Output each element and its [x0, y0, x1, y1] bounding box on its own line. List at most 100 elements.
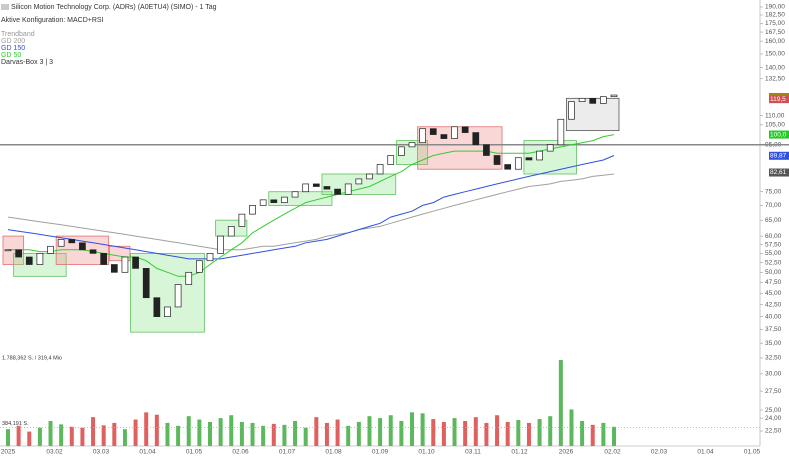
x-tick-label: 02.02 [604, 449, 621, 456]
y-tick-label: 32,50 [765, 355, 782, 362]
volume-bar [356, 421, 361, 446]
volume-bar [282, 424, 287, 446]
candle [164, 306, 171, 318]
volume-bar [378, 418, 383, 446]
y-tick-label: 132,50 [765, 75, 785, 82]
darvas-box [566, 97, 620, 132]
volume-bar [250, 422, 255, 446]
candle [546, 144, 554, 152]
y-tick-label: 40,00 [765, 313, 782, 320]
x-tick-label: 01.08 [325, 449, 342, 456]
candle [132, 256, 139, 269]
volume-bar [505, 421, 510, 446]
volume-bar [516, 420, 521, 446]
volume-bar [37, 427, 42, 446]
candle [291, 191, 299, 198]
y-tick-label: 175,00 [765, 20, 785, 27]
candle [153, 297, 161, 318]
volume-bar [154, 414, 159, 446]
volume-average-label: 384,191 S. [2, 421, 29, 427]
y-tick-label: 45,00 [765, 290, 782, 297]
volume-bar [144, 412, 149, 446]
volume-bar [314, 417, 319, 446]
candle [568, 101, 575, 120]
y-tick-label: 24,00 [765, 415, 782, 422]
y-tick-label: 47,50 [765, 279, 782, 286]
candle [36, 253, 44, 265]
volume-bar [569, 409, 574, 446]
volume-bar [6, 429, 10, 446]
volume-bar [431, 419, 436, 446]
volume-bar [293, 420, 298, 446]
price-badge-label: 100,0 [770, 131, 787, 138]
legend-item: Darvas-Box 3 | 3 [1, 59, 53, 66]
candle [398, 146, 405, 156]
volume-bar [388, 415, 393, 446]
candle [334, 188, 341, 195]
y-tick-label: 60,00 [765, 233, 782, 240]
candle [302, 183, 310, 193]
x-tick-label: 02.06 [232, 449, 249, 456]
y-tick-label: 190,00 [765, 4, 785, 11]
y-tick-label: 55,00 [765, 250, 782, 257]
volume-bar [335, 419, 340, 446]
candle [121, 256, 129, 273]
volume-bar [261, 425, 266, 446]
volume-bar [133, 419, 138, 446]
y-tick-label: 52,50 [765, 259, 782, 266]
price-badge [769, 130, 789, 139]
volume-bar [495, 415, 500, 446]
price-badge [769, 168, 789, 177]
y-tick-label: 27,50 [765, 388, 782, 395]
y-tick-label: 182,50 [765, 12, 785, 19]
volume-bar [526, 422, 531, 446]
volume-bar [548, 416, 553, 446]
y-tick-label: 42,50 [765, 301, 782, 308]
candle [15, 249, 22, 258]
candle [25, 256, 33, 265]
candle [110, 264, 118, 273]
volume-bar [452, 418, 457, 446]
volume-bar [197, 419, 202, 446]
x-tick-label: 01.05 [186, 449, 203, 456]
volume-bar [612, 426, 616, 446]
candle [196, 260, 203, 273]
legend-item: GD 150 [1, 45, 25, 52]
y-tick-label: 30,00 [765, 371, 782, 378]
volume-bar [48, 420, 53, 446]
volume-bar [399, 420, 404, 446]
candle [419, 128, 426, 144]
candle [281, 196, 288, 203]
candle [206, 253, 214, 262]
x-tick-label: 2025 [1, 449, 16, 456]
x-tick-label: 01.05 [744, 449, 761, 456]
volume-bar [91, 417, 96, 446]
candle [270, 199, 278, 203]
candle [89, 249, 97, 254]
candle [504, 164, 512, 170]
volume-bar [537, 419, 542, 446]
candle [100, 253, 108, 265]
volume-bar [473, 417, 478, 446]
x-tick-label: 03.11 [465, 449, 481, 456]
price-badge [769, 95, 789, 104]
candle [4, 249, 12, 252]
y-tick-label: 50,00 [765, 269, 782, 276]
y-tick-label: 150,00 [765, 51, 785, 58]
legend-item: GD 200 [1, 38, 25, 45]
y-tick-label: 37,50 [765, 326, 782, 333]
candle [525, 157, 533, 161]
volume-bar [484, 422, 489, 446]
x-tick-label: 01.04 [697, 449, 714, 456]
volume-bar [176, 425, 181, 446]
candle [578, 97, 586, 103]
candle [440, 134, 448, 139]
y-tick-label: 35,00 [765, 340, 782, 347]
candle [227, 226, 235, 237]
y-tick-label: 105,00 [765, 122, 785, 129]
candle [366, 173, 373, 180]
moving-average [7, 155, 615, 260]
volume-bar [420, 413, 425, 446]
y-tick-label: 70,00 [765, 202, 782, 209]
